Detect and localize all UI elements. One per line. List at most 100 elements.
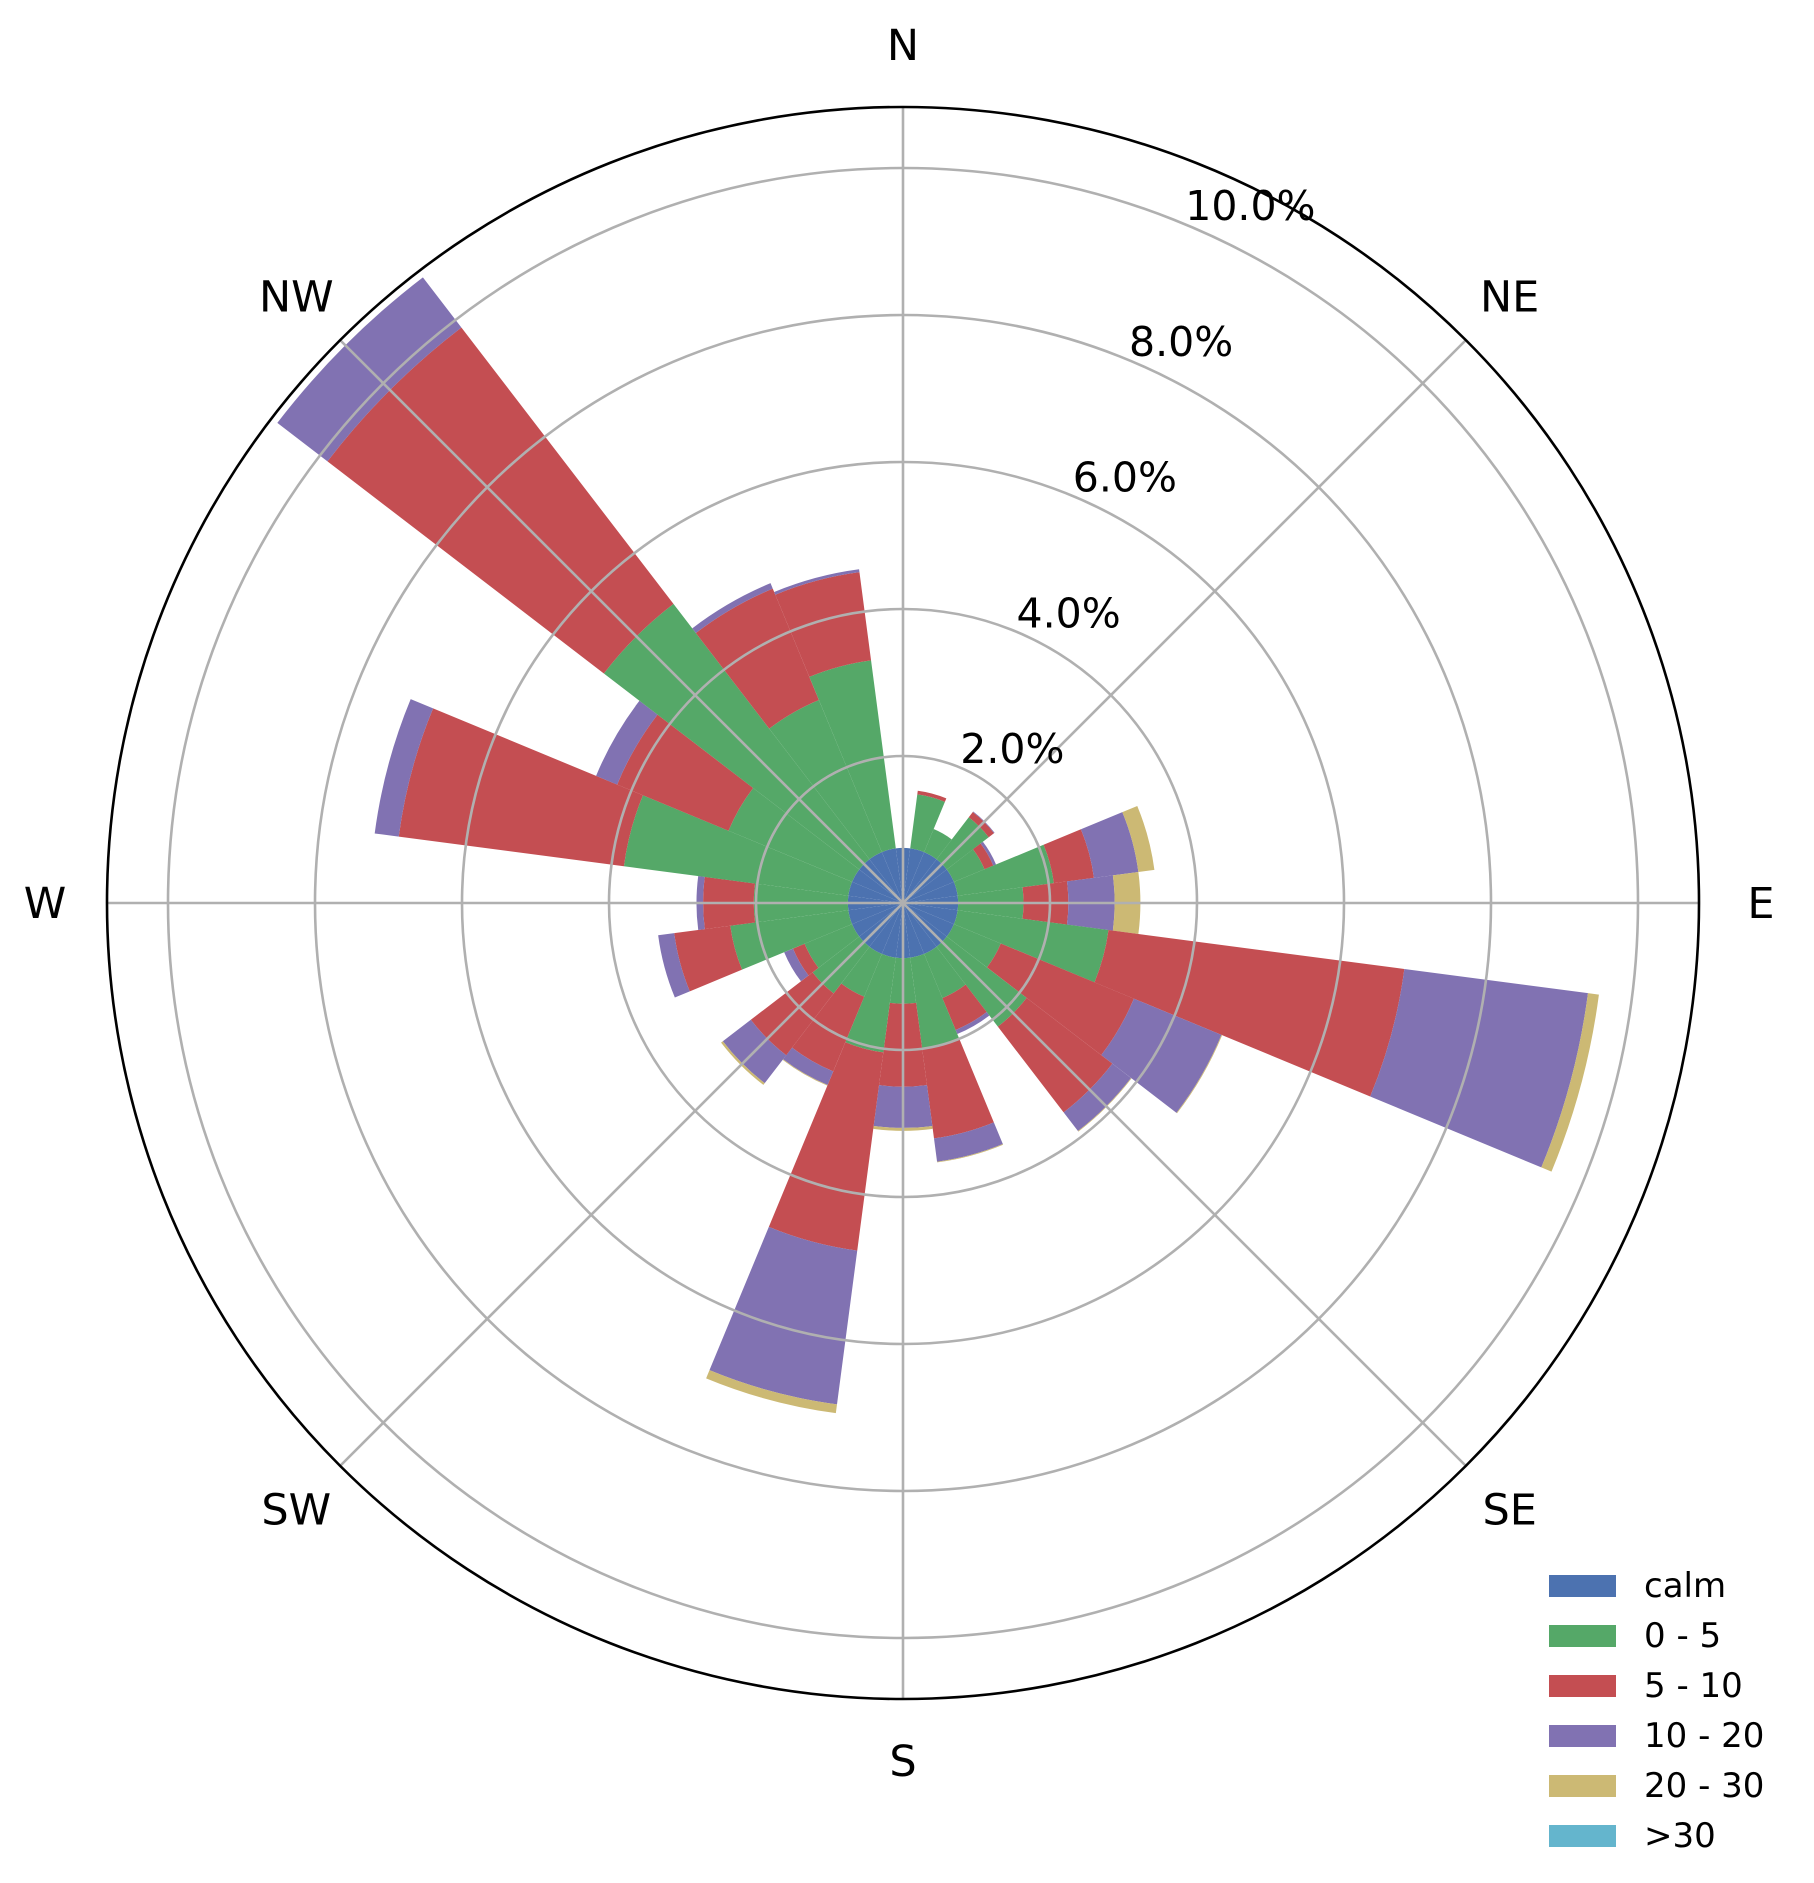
bar-10-20 [933,1122,1003,1162]
sector-210 [782,903,903,1086]
sector-240 [784,903,903,982]
sector-90 [903,872,1141,934]
sector-195 [706,903,903,1414]
bar-20-30 [706,1370,837,1414]
bar-calm [869,903,903,954]
direction-label: S [889,1737,916,1787]
bar-calm [848,881,903,903]
bar-5-10 [942,984,987,1030]
bar-10-20 [709,1226,858,1405]
labels-layer: N NE E SE S SW W NW 2.0% 4.0% 6.0% 8.0% 10.0% [24,21,1775,1787]
sector-300 [596,700,903,903]
bar-0-5 [845,953,896,1053]
bar-5-10 [775,572,872,677]
legend-item: calm [1549,1561,1764,1611]
bar-calm [852,903,903,937]
sector-105 [903,903,1599,1172]
bar-calm [903,852,937,903]
direction-label: E [1747,879,1774,929]
sector-60 [903,841,997,903]
radial-tick-label: 8.0% [1129,318,1233,366]
bar-5-10 [695,588,819,729]
bar-20-30 [1122,805,1155,873]
bar-5-10 [617,714,754,831]
bar-10-20 [783,1047,834,1085]
bar-5-10 [1043,829,1094,884]
legend-item: >30 [1549,1811,1764,1861]
direction-label: SE [1482,1486,1536,1536]
bar-10-20 [1101,998,1222,1113]
bar-0-5 [730,910,853,970]
sector-255 [658,903,903,998]
bar-5-10 [922,1038,994,1139]
bar-5-10 [792,943,819,976]
legend-swatch [1549,1625,1616,1647]
legend-swatch [1549,1825,1616,1847]
bar-10-20 [596,700,658,785]
bar-5-10 [917,790,947,802]
bar-calm [903,869,954,903]
sector-345 [774,569,903,903]
bar-10-20 [774,569,860,595]
bar-0-5 [769,699,882,860]
grid-spoke [339,902,904,1467]
bar-0-5 [953,844,1054,896]
radial-tick-label: 10.0% [1185,182,1315,230]
legend-swatch [1549,1775,1616,1797]
bar-10-20 [955,1012,990,1035]
direction-label: NE [1480,272,1539,322]
bar-calm [903,848,925,903]
bar-10-20 [1370,969,1588,1168]
bar-calm [903,881,958,903]
sector-30 [903,828,952,903]
bar-10-20 [658,933,690,998]
direction-label: NW [259,272,334,322]
bar-20-30 [721,1041,765,1085]
legend-label: calm [1644,1566,1727,1606]
legend-item: 0 - 5 [1549,1611,1764,1661]
bar-5-10 [398,708,643,867]
bar-10-20 [980,841,997,866]
bars-layer [277,277,1599,1414]
radial-tick-label: 6.0% [1073,454,1177,502]
bar-0-5 [910,794,945,853]
bar-20-30 [1541,993,1599,1172]
grid-spoke [339,339,904,904]
legend-label: 5 - 10 [1644,1666,1743,1706]
bar-0-5 [841,946,882,997]
sector-165 [903,903,1004,1163]
legend: calm 0 - 5 5 - 10 10 - 20 20 - 30 >30 [1549,1561,1764,1861]
bar-10-20 [692,583,773,634]
legend-label: 20 - 30 [1644,1766,1765,1806]
bar-5-10 [986,943,1134,1056]
radial-tick-label: 2.0% [960,725,1064,773]
bar-5-10 [972,843,994,870]
bar-0-5 [809,660,896,853]
bar-0-5 [953,910,1109,983]
bar-0-5 [924,946,966,999]
sector-150 [903,903,990,1035]
bar-0-5 [946,849,985,882]
sector-120 [903,903,1223,1114]
bar-calm [903,903,958,925]
bar-calm [848,903,903,925]
legend-swatch [1549,1575,1616,1597]
legend-label: 10 - 20 [1644,1716,1765,1756]
bar-0-5 [728,788,860,882]
bar-calm [903,903,954,937]
legend-item: 5 - 10 [1549,1661,1764,1711]
direction-label: N [887,21,919,71]
bar-5-10 [792,983,865,1072]
legend-label: 0 - 5 [1644,1616,1722,1656]
legend-label: >30 [1644,1816,1716,1856]
legend-swatch [1549,1725,1616,1747]
sector-285 [374,699,903,903]
sector-15 [903,790,947,903]
bar-5-10 [768,1042,884,1251]
bar-10-20 [374,699,434,837]
bar-calm [852,869,903,903]
bar-calm [903,903,937,954]
bar-10-20 [784,948,809,982]
bar-0-5 [804,924,860,968]
